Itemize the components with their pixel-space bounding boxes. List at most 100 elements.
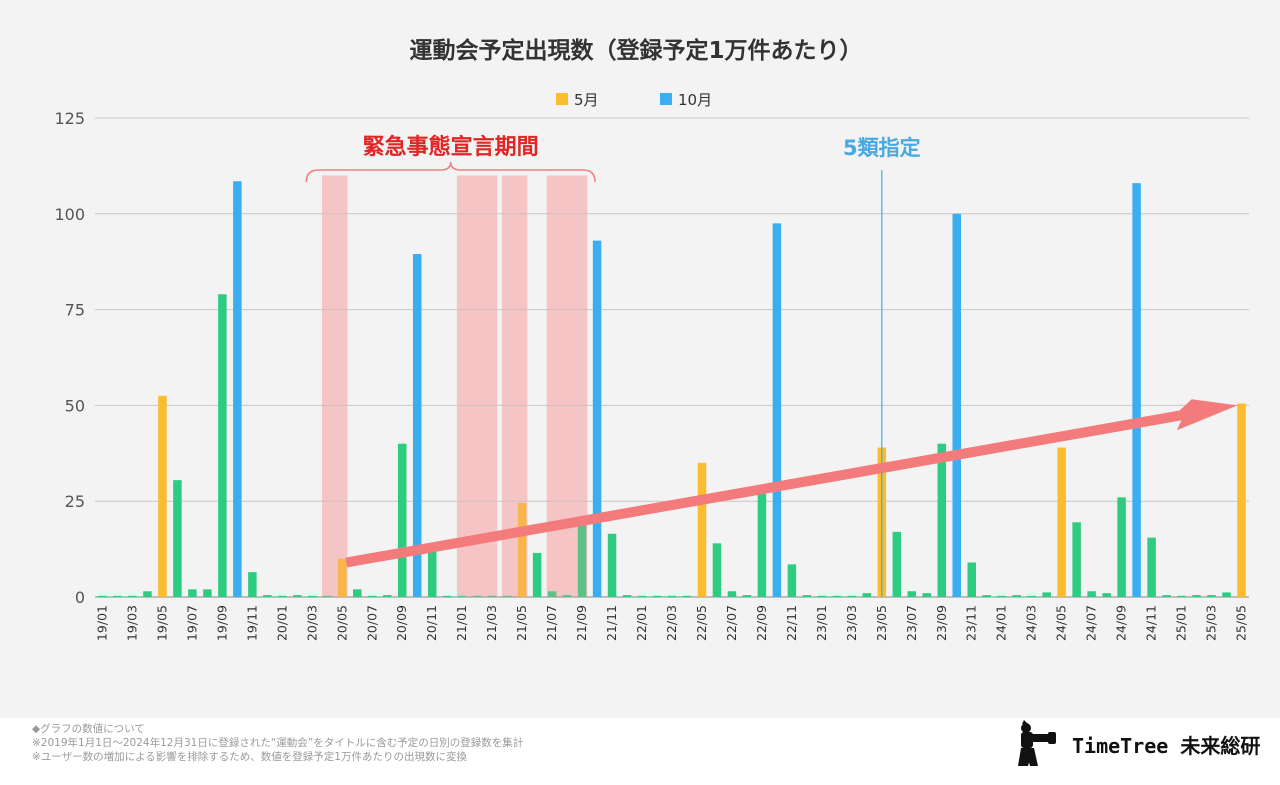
- x-tick-label: 20/07: [364, 605, 379, 641]
- bar-21-09: [577, 520, 587, 597]
- emergency-period-overlay: [456, 175, 498, 598]
- bar-24-09: [1117, 497, 1126, 597]
- bar-23-12: [982, 595, 991, 597]
- emergency-period-shade: [322, 175, 348, 598]
- x-tick-label: 19/01: [94, 605, 109, 641]
- y-tick-label: 25: [65, 492, 85, 511]
- bar-22-12: [802, 595, 812, 597]
- bar-21-01: [457, 595, 467, 597]
- bar-24-04: [1042, 592, 1051, 597]
- x-tick-label: 23/05: [874, 605, 889, 641]
- bar-21-06: [532, 552, 542, 597]
- x-tick-label: 19/07: [184, 605, 199, 641]
- y-tick-label: 100: [54, 205, 85, 224]
- x-tick-label: 21/01: [454, 605, 469, 641]
- bar-22-11: [787, 564, 797, 597]
- brand-name: TimeTree 未来総研: [1072, 734, 1261, 758]
- bar-20-01: [278, 595, 287, 597]
- x-tick-label: 22/07: [724, 605, 739, 641]
- legend-label-2: 10月: [678, 91, 712, 109]
- x-tick-label: 20/09: [394, 605, 409, 641]
- x-tick-label: 24/05: [1054, 605, 1069, 641]
- bar-chart: 運動会予定出現数（登録予定1万件あたり） 5月 10月 0 25 50 75 100 125…: [54, 37, 1249, 641]
- bar-22-05: [697, 462, 707, 597]
- bar-19-09: [218, 294, 227, 597]
- bar-20-10: [412, 254, 422, 597]
- bar-22-09: [757, 493, 767, 597]
- bar-20-05: [338, 558, 347, 597]
- bar-22-08: [742, 595, 752, 597]
- bar-20-12: [442, 595, 452, 597]
- bar-25-05: [1237, 403, 1246, 597]
- y-tick-label: 75: [65, 301, 85, 320]
- bar-21-04: [502, 595, 512, 597]
- x-tick-label: 22/05: [694, 605, 709, 641]
- bar-22-07: [727, 591, 737, 597]
- bar-23-04: [862, 593, 872, 597]
- x-tick-label: 21/05: [514, 605, 529, 641]
- bar-24-11: [1147, 537, 1156, 597]
- bar-25-03: [1207, 595, 1216, 597]
- x-tick-label: 20/11: [424, 605, 439, 641]
- bar-23-03: [847, 595, 857, 597]
- bar-24-03: [1027, 595, 1036, 597]
- bar-24-07: [1087, 591, 1096, 597]
- x-tick-label: 23/03: [844, 605, 859, 641]
- bar-19-01: [98, 595, 107, 597]
- x-tick-label: 20/01: [274, 605, 289, 641]
- x-tick-label: 22/03: [664, 605, 679, 641]
- x-tick-label: 20/05: [334, 605, 349, 641]
- footnote: ◆グラフの数値について ※2019年1月1日〜2024年12月31日に登録された…: [32, 722, 523, 764]
- bar-22-02: [652, 595, 662, 597]
- bar-23-07: [907, 591, 917, 597]
- bar-19-03: [128, 595, 137, 597]
- bar-24-05: [1057, 447, 1066, 597]
- x-tick-label: 22/09: [754, 605, 769, 641]
- bar-21-12: [622, 595, 632, 597]
- footnote-line-2: ※ユーザー数の増加による影響を排除するため、数値を登録予定1万件あたりの出現数に…: [32, 751, 467, 763]
- bar-22-03: [667, 595, 677, 597]
- x-tick-label: 23/11: [964, 605, 979, 641]
- y-tick-label: 0: [75, 588, 85, 607]
- bar-19-08: [203, 589, 212, 597]
- bar-20-07: [368, 595, 377, 597]
- bar-23-06: [892, 531, 902, 597]
- x-tick-label: 19/05: [154, 605, 169, 641]
- bar-24-06: [1072, 522, 1081, 597]
- bar-22-10: [772, 223, 782, 597]
- bar-22-06: [712, 543, 722, 597]
- legend-swatch-1: [556, 93, 568, 105]
- photographer-logo-icon: [1018, 720, 1056, 766]
- bar-19-04: [143, 591, 152, 597]
- bar-19-02: [113, 595, 122, 597]
- legend-swatch-2: [660, 93, 672, 105]
- x-tick-label: 24/11: [1144, 605, 1159, 641]
- bar-19-06: [173, 480, 182, 597]
- legend: 5月 10月: [556, 91, 712, 109]
- x-tick-label: 19/09: [214, 605, 229, 641]
- footnote-heading: ◆グラフの数値について: [32, 723, 145, 735]
- bar-25-04: [1222, 592, 1231, 597]
- bar-24-12: [1162, 595, 1171, 597]
- bar-21-08: [562, 595, 572, 597]
- brand-logo: TimeTree 未来総研: [1008, 718, 1270, 770]
- x-tick-label: 25/05: [1234, 605, 1249, 641]
- trend-arrow: [345, 399, 1238, 568]
- bar-21-02: [472, 595, 482, 597]
- bar-19-12: [263, 595, 272, 597]
- bar-22-01: [637, 595, 647, 597]
- class5-label: 5類指定: [843, 136, 921, 160]
- x-tick-label: 22/11: [784, 605, 799, 641]
- bar-19-10: [233, 181, 242, 597]
- bar-20-04: [323, 595, 332, 597]
- bar-23-11: [967, 562, 976, 597]
- emergency-period-shade: [456, 175, 498, 598]
- bar-23-02: [832, 595, 842, 597]
- x-tick-label: 23/01: [814, 605, 829, 641]
- bar-25-02: [1192, 595, 1201, 597]
- bar-20-11: [427, 549, 437, 597]
- x-tick-label: 22/01: [634, 605, 649, 641]
- x-tick-label: 24/07: [1084, 605, 1099, 641]
- emergency-bracket: [305, 161, 596, 183]
- x-tick-label: 24/09: [1114, 605, 1129, 641]
